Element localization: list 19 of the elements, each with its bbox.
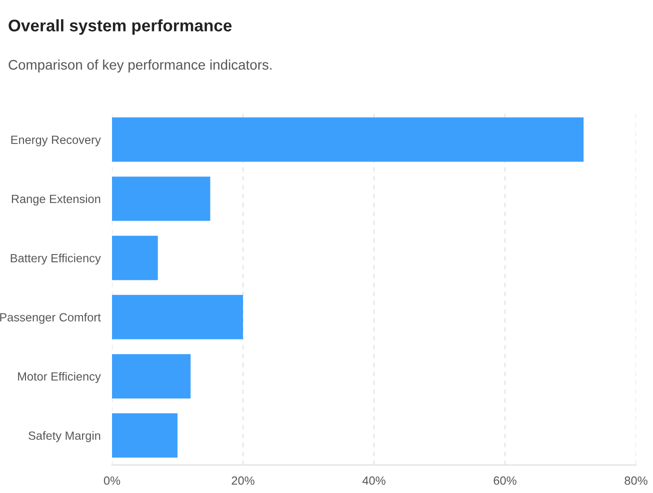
chart-title: Overall system performance <box>8 19 232 35</box>
bar <box>112 236 158 280</box>
bar <box>112 294 243 340</box>
chart-subtitle: Comparison of key performance indicators. <box>8 60 272 72</box>
x-tick-label: 80% <box>624 476 648 485</box>
x-tick-label: 40% <box>362 476 386 485</box>
bar <box>112 413 178 458</box>
x-tick-label: 60% <box>494 476 516 485</box>
y-tick-label: Passenger Comfort <box>0 312 101 324</box>
y-tick-label: Safety Margin <box>28 431 100 442</box>
x-tick-label: 20% <box>232 476 254 485</box>
y-tick-label: Motor Efficiency <box>18 372 101 383</box>
y-tick-label: Battery Efficiency <box>10 254 101 265</box>
bar <box>112 354 191 398</box>
bar <box>112 117 584 162</box>
x-tick-label: 0% <box>104 476 120 485</box>
y-tick-label: Range Extension <box>12 194 100 206</box>
bar <box>112 176 210 221</box>
y-tick-label: Energy Recovery <box>11 136 101 146</box>
